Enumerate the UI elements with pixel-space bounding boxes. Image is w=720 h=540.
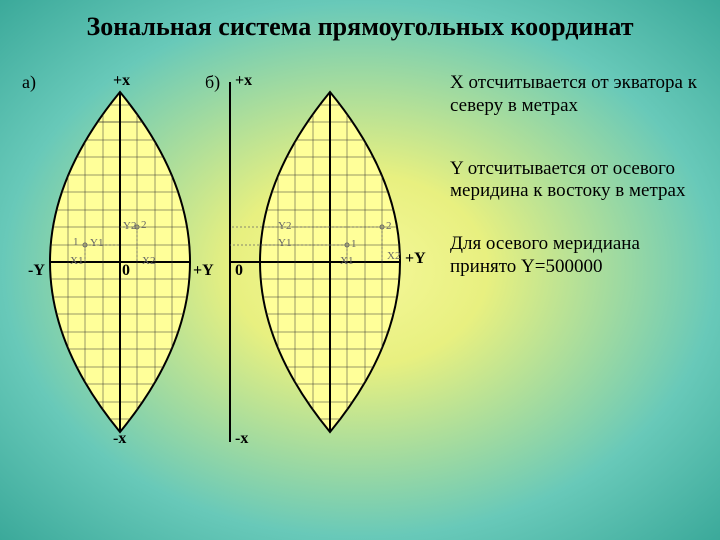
x1-label-b: X1 bbox=[340, 255, 353, 267]
text-column: X отсчитывается от экватора к северу в м… bbox=[450, 72, 720, 452]
zero-label-b: 0 bbox=[235, 262, 243, 280]
plus-y-label-b: +Y bbox=[405, 250, 426, 268]
panel-a-label: а) bbox=[22, 72, 36, 93]
plus-y-label-a: +Y bbox=[193, 262, 214, 280]
zero-label-a: 0 bbox=[122, 262, 130, 280]
minus-y-label-a: -Y bbox=[28, 262, 45, 280]
content-row: а) +x -x -Y +Y 0 Y1 Y2 X1 X2 1 2 б) +x -… bbox=[0, 72, 720, 452]
text-axial-meridian: Для осевого меридиана принято Y=500000 bbox=[450, 233, 700, 279]
p1-label-a: 1 bbox=[73, 236, 79, 248]
x2-label-b: X2 bbox=[387, 250, 400, 262]
y2-label-b: Y2 bbox=[278, 220, 291, 232]
minus-x-label-b: -x bbox=[235, 430, 248, 448]
text-x-description: X отсчитывается от экватора к северу в м… bbox=[450, 72, 700, 118]
minus-x-label-a: -x bbox=[113, 430, 126, 448]
p2-label-b: 2 bbox=[386, 220, 392, 232]
y1-label-b: Y1 bbox=[278, 237, 291, 249]
x1-label-a: X1 bbox=[70, 255, 83, 267]
diagram: а) +x -x -Y +Y 0 Y1 Y2 X1 X2 1 2 б) +x -… bbox=[10, 72, 450, 452]
y1-label-a: Y1 bbox=[90, 237, 103, 249]
plus-x-label-a: +x bbox=[113, 72, 130, 90]
panel-b-label: б) bbox=[205, 72, 220, 93]
page-title: Зональная система прямоугольных координа… bbox=[0, 0, 720, 42]
y2-label-a: Y2 bbox=[123, 220, 136, 232]
plus-x-label-b: +x bbox=[235, 72, 252, 90]
p1-label-b: 1 bbox=[351, 238, 357, 250]
p2-label-a: 2 bbox=[141, 219, 147, 231]
x2-label-a: X2 bbox=[142, 255, 155, 267]
text-y-description: Y отсчитывается от осевого меридина к во… bbox=[450, 158, 700, 204]
